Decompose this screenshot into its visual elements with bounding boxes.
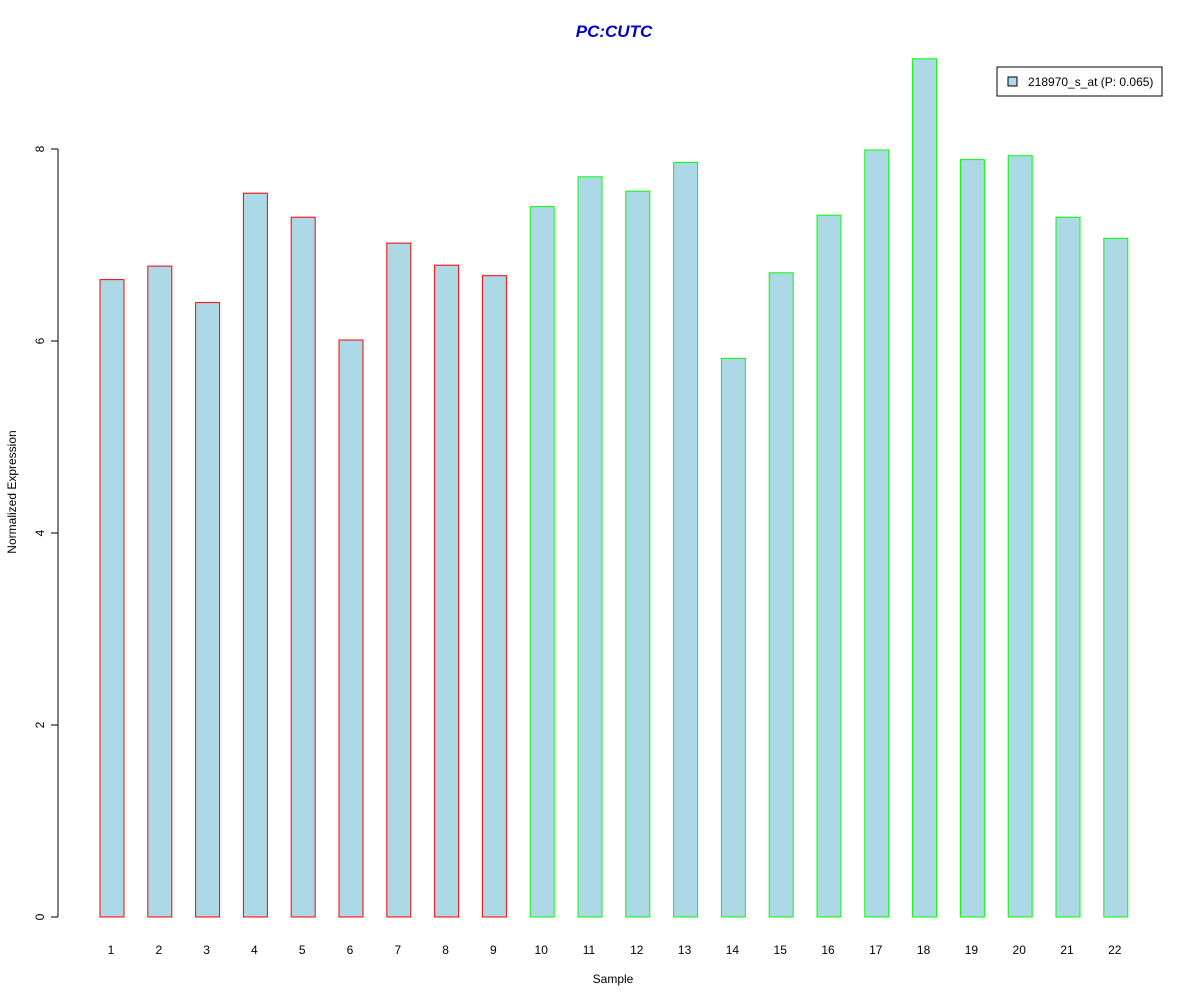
x-tick-label: 18 (917, 943, 931, 957)
bar-sample-7 (386, 242, 412, 918)
bar-sample-17 (864, 149, 890, 918)
bar-sample-12 (625, 190, 651, 918)
bar-sample-9 (481, 275, 507, 918)
bar-sample-10 (529, 206, 555, 918)
y-tick-label: 2 (33, 721, 47, 728)
bar-sample-19 (959, 159, 985, 918)
bar-sample-13 (673, 161, 699, 918)
x-axis-label: Sample (593, 972, 634, 986)
x-tick-label: 16 (821, 943, 835, 957)
x-tick-label: 21 (1060, 943, 1074, 957)
bar-sample-14 (720, 357, 746, 918)
x-tick-label: 13 (678, 943, 692, 957)
bar-sample-22 (1103, 237, 1129, 918)
chart-title: PC:CUTC (576, 22, 653, 41)
bar-sample-11 (577, 176, 603, 918)
bar-sample-16 (816, 214, 842, 918)
y-tick-label: 0 (33, 913, 47, 920)
x-tick-label: 9 (490, 943, 497, 957)
bar-sample-20 (1007, 155, 1033, 918)
x-tick-label: 5 (299, 943, 306, 957)
x-tick-label: 14 (726, 943, 740, 957)
bar-sample-5 (290, 216, 316, 918)
bar-sample-2 (147, 265, 173, 918)
x-tick-label: 10 (535, 943, 549, 957)
y-axis: 0 2 4 6 8 (33, 145, 59, 920)
bar-sample-6 (338, 339, 364, 918)
x-tick-label: 12 (630, 943, 644, 957)
x-tick-label: 11 (583, 943, 596, 957)
bar-sample-4 (242, 192, 268, 918)
y-tick-label: 6 (33, 337, 47, 344)
x-tick-label: 19 (965, 943, 979, 957)
y-tick-label: 8 (33, 145, 47, 152)
x-tick-labels: 1 2 3 4 5 6 7 8 9 10 11 12 13 14 15 16 17 18 19 20 21 22 (108, 943, 1122, 957)
x-tick-label: 7 (394, 943, 401, 957)
y-axis-label: Normalized Expression (5, 430, 19, 553)
x-tick-label: 1 (108, 943, 115, 957)
x-tick-label: 6 (347, 943, 354, 957)
y-tick-label: 4 (33, 529, 47, 536)
bar-sample-8 (434, 264, 460, 918)
x-tick-label: 3 (203, 943, 210, 957)
legend: 218970_s_at (P: 0.065) (996, 66, 1163, 97)
x-tick-label: 20 (1013, 943, 1027, 957)
x-tick-label: 15 (774, 943, 788, 957)
legend-swatch (1007, 76, 1018, 87)
x-tick-label: 2 (155, 943, 162, 957)
x-tick-label: 17 (869, 943, 883, 957)
bars-group (99, 58, 1129, 918)
legend-label: 218970_s_at (P: 0.065) (1028, 75, 1153, 89)
bar-sample-18 (912, 58, 938, 918)
bar-sample-21 (1055, 216, 1081, 918)
x-tick-label: 22 (1108, 943, 1122, 957)
bar-sample-3 (195, 302, 221, 918)
x-tick-label: 8 (442, 943, 449, 957)
legend-box (996, 66, 1163, 97)
bar-sample-1 (99, 279, 125, 918)
x-tick-label: 4 (251, 943, 258, 957)
bar-sample-15 (768, 272, 794, 918)
